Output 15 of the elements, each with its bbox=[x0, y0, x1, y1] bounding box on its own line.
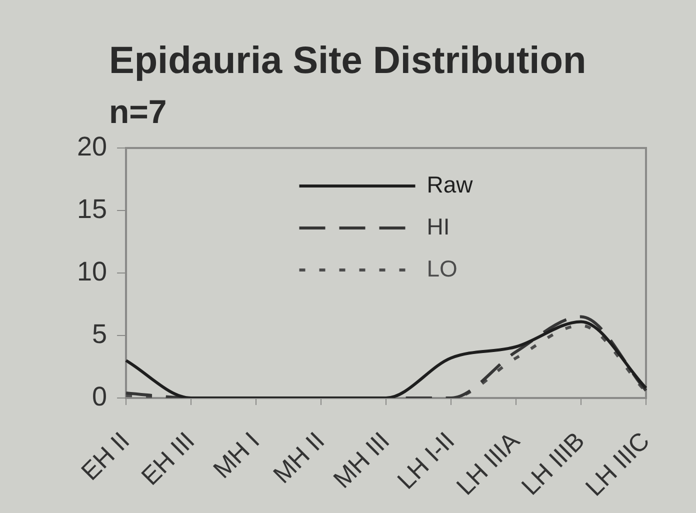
x-tick-label: MH III bbox=[328, 426, 396, 494]
y-tick-label: 15 bbox=[76, 194, 108, 224]
x-tick-label: EH III bbox=[136, 426, 200, 491]
x-tick-label: MH II bbox=[268, 426, 330, 489]
y-tick-label: 0 bbox=[92, 381, 108, 412]
text: HI bbox=[426, 213, 450, 240]
y-tick-label: 10 bbox=[76, 256, 108, 286]
text: LO bbox=[426, 255, 458, 282]
chart-title: Epidauria Site Distribution bbox=[109, 40, 586, 82]
y-tick-label: 5 bbox=[92, 318, 108, 349]
text: Raw bbox=[426, 171, 474, 198]
y-tick-label: 20 bbox=[76, 131, 108, 162]
x-tick-label: EH II bbox=[76, 426, 136, 486]
chart-subtitle: n=7 bbox=[109, 93, 167, 130]
x-tick-label: MH I bbox=[208, 426, 266, 484]
